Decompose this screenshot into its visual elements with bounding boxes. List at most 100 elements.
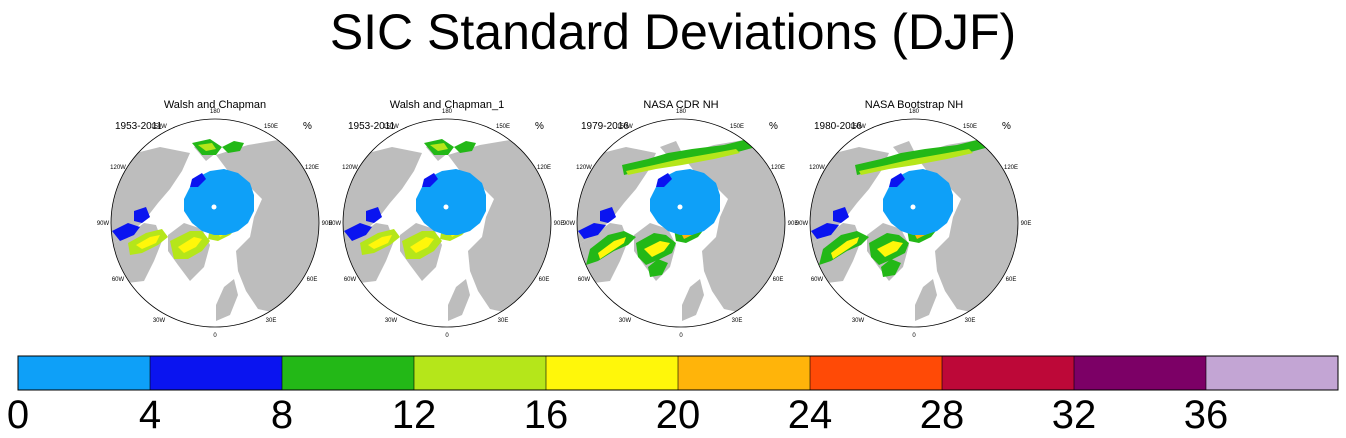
- map-boundary: [809, 118, 1019, 328]
- colorbar-swatch: [18, 356, 151, 390]
- period-label: 1979-2016: [581, 121, 629, 132]
- ice-band-labrador-inner: [831, 237, 859, 259]
- map-boundary: [576, 118, 786, 328]
- ice-band-greenland-inner: [178, 237, 202, 253]
- lon-label: 0: [912, 333, 916, 339]
- land-scandinavia: [448, 279, 470, 321]
- ice-band-greenland-inner: [877, 241, 903, 257]
- ice-band-pacific-inner: [859, 149, 973, 175]
- colorbar: 0 4 8 12 16 20 24 28 32 36: [7, 355, 1339, 437]
- lon-label: 150E: [264, 124, 278, 130]
- map-panel-walsh: Walsh and Chapman 1953-2011% 180 150E 120E 90…: [97, 95, 333, 339]
- colorbar-swatch: [1074, 356, 1207, 390]
- lon-label: 90W: [97, 221, 110, 227]
- map-boundary: [342, 118, 552, 328]
- lon-label: 150E: [496, 124, 510, 130]
- ice-hudson-bay: [833, 207, 849, 223]
- lon-label: 120W: [342, 165, 358, 171]
- lon-label: 60W: [811, 277, 824, 283]
- ice-central-arctic: [416, 169, 486, 235]
- lon-label: 60E: [307, 277, 318, 283]
- colorbar-swatch: [942, 356, 1075, 390]
- north-pole-marker: [677, 204, 683, 210]
- colorbar-swatch: [810, 356, 943, 390]
- ice-band-hudson: [578, 223, 606, 239]
- lon-label: 30E: [965, 318, 976, 324]
- land-scandinavia: [915, 279, 937, 321]
- colorbar-tick-label: 12: [392, 393, 437, 437]
- lon-label: 90E: [322, 221, 333, 227]
- lon-label: 90W: [796, 221, 809, 227]
- lon-label: 30E: [498, 318, 509, 324]
- colorbar-swatch: [282, 356, 415, 390]
- ice-hudson-bay: [366, 207, 382, 223]
- colorbar-tick-label: 36: [1184, 393, 1229, 437]
- lon-label: 60W: [112, 277, 125, 283]
- ice-beaufort: [889, 173, 905, 187]
- colorbar-swatch: [678, 356, 811, 390]
- lon-label: 60E: [1006, 277, 1017, 283]
- lon-label: 30E: [266, 318, 277, 324]
- ice-band-hudson: [112, 223, 140, 241]
- colorbar-swatch: [414, 356, 547, 390]
- lon-label: 60W: [578, 277, 591, 283]
- lon-label: 150W: [850, 124, 866, 130]
- land-eurasia: [682, 139, 785, 317]
- lon-label: 150W: [151, 124, 167, 130]
- lon-label: 90E: [788, 221, 799, 227]
- ice-hudson-bay: [134, 207, 150, 223]
- land-alaska-canada: [343, 147, 422, 245]
- lon-label: 120W: [110, 165, 126, 171]
- ice-band-denmark: [648, 259, 668, 277]
- panel-title: NASA Bootstrap NH: [865, 99, 963, 111]
- lon-label: 90E: [1021, 221, 1032, 227]
- lon-label: 30E: [732, 318, 743, 324]
- polar-map-nasa-cdr: NASA CDR NH 1979-2016 % 180 150E 120E 90E 60E 30…: [563, 99, 799, 339]
- ice-beaufort: [190, 173, 206, 187]
- colorbar-tick-label: 24: [788, 393, 833, 437]
- lon-label: 30W: [619, 318, 632, 324]
- lon-label: 150E: [963, 124, 977, 130]
- period-label: 1953-2011: [348, 121, 396, 132]
- ice-beaufort: [422, 173, 438, 187]
- ice-band-greenland-inner: [644, 241, 670, 257]
- lon-label: 90W: [563, 221, 576, 227]
- map-content: [111, 139, 319, 321]
- land-scandinavia: [216, 279, 238, 321]
- map-panel-nasa-bootstrap: NASA Bootstrap NH 1980-2016% 180 150E 120E 90…: [796, 95, 1032, 339]
- lon-label: 150W: [617, 124, 633, 130]
- panel-title: NASA CDR NH: [643, 99, 718, 111]
- lon-label: 0: [213, 333, 217, 339]
- colorbar-tick-label: 20: [656, 393, 701, 437]
- period-label: 1953-2011: [115, 121, 163, 132]
- ice-band-labrador-inner: [598, 237, 626, 259]
- lon-label: 30W: [153, 318, 166, 324]
- ice-band-east-siberia: [222, 141, 244, 153]
- map-panel-nasa-cdr: NASA CDR NH 1979-2016% 180 150E 120E 90E 60E 30…: [563, 95, 799, 339]
- colorbar-tick-label: 4: [139, 393, 161, 437]
- north-pole-marker: [910, 204, 916, 210]
- lon-label: 180: [909, 109, 920, 115]
- colorbar-tick-label: 28: [920, 393, 965, 437]
- ice-beaufort: [656, 173, 672, 187]
- colorbar-tick-label: 32: [1052, 393, 1097, 437]
- lon-label: 90W: [329, 221, 342, 227]
- ice-band-labrador-inner: [136, 235, 160, 249]
- land-eurasia: [448, 139, 551, 317]
- ice-band-denmark: [881, 259, 901, 277]
- lon-label: 30W: [385, 318, 398, 324]
- ice-band-hudson: [811, 223, 839, 239]
- lon-label: 180: [676, 109, 687, 115]
- lon-label: 150W: [383, 124, 399, 130]
- colorbar-swatch: [150, 356, 283, 390]
- colorbar-tick-label: 16: [524, 393, 569, 437]
- lon-label: 120E: [1004, 165, 1018, 171]
- lon-label: 90E: [554, 221, 565, 227]
- colorbar-tick-label: 8: [271, 393, 293, 437]
- ice-central-arctic: [650, 169, 720, 235]
- ice-band-hudson: [344, 223, 372, 241]
- map-content: [343, 139, 551, 321]
- lon-label: 150E: [730, 124, 744, 130]
- lon-label: 180: [210, 109, 221, 115]
